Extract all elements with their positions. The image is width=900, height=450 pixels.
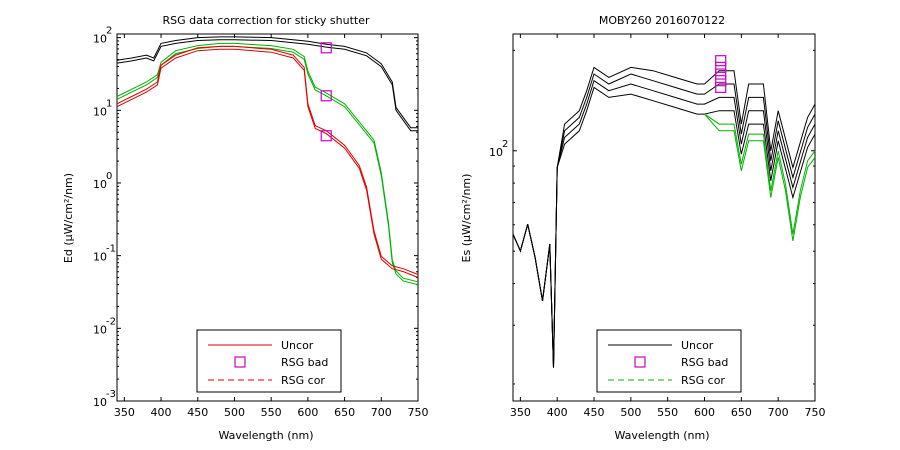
x-tick-label: 350	[510, 406, 531, 419]
series-line	[116, 45, 419, 275]
y-tick-label: 10	[93, 33, 107, 46]
rsg-bad-marker	[715, 81, 727, 93]
x-tick-label: 550	[657, 406, 678, 419]
chart-left: RSG data correction for sticky shutter W…	[62, 14, 429, 442]
legend-label-uncor: Uncor	[281, 339, 314, 352]
x-tick-label: 500	[224, 406, 245, 419]
axis-ticks: 350 400 450 500 550 600 650 700 750 102	[489, 34, 826, 419]
chart-right: MOBY260 2016070122 Wavelength (nm) Es (µ…	[460, 14, 826, 442]
x-tick-label: 500	[620, 406, 641, 419]
marker-layer	[320, 42, 332, 142]
x-tick-label: 700	[371, 406, 392, 419]
y-tick-exponent: 0	[106, 171, 112, 182]
axis-ticks: 350 400 450 500 550 600 650 700 75010210110010-1…	[93, 26, 429, 419]
x-tick-label: 600	[297, 406, 318, 419]
y-tick-exponent: -1	[106, 244, 116, 255]
series-layer	[512, 66, 816, 368]
legend-box	[196, 329, 342, 393]
rsg-bad-marker	[715, 75, 727, 87]
legend-swatch-rsg-bad	[634, 356, 646, 368]
y-tick-label: 10	[93, 251, 107, 264]
chart-title: RSG data correction for sticky shutter	[162, 14, 370, 27]
x-tick-label: 400	[151, 406, 172, 419]
x-axis-label: Wavelength (nm)	[614, 429, 709, 442]
rsg-bad-marker	[320, 42, 332, 54]
legend-label-rsg-bad: RSG bad	[681, 356, 728, 369]
y-axis-label: Ed (µW/cm²/nm)	[62, 173, 75, 263]
x-tick-label: 350	[114, 406, 135, 419]
legend-label-rsg-bad: RSG bad	[281, 356, 328, 369]
y-tick-exponent: 1	[106, 98, 112, 109]
y-tick-exponent: -3	[106, 389, 116, 400]
series-line	[116, 48, 419, 278]
series-line	[116, 39, 418, 132]
legend-label-rsg-cor: RSG cor	[281, 374, 325, 387]
series-line	[116, 42, 419, 283]
series-line	[512, 79, 816, 368]
series-line	[116, 36, 418, 129]
rsg-bad-marker	[320, 130, 332, 142]
y-tick-label: 10	[93, 323, 107, 336]
rsg-bad-marker	[715, 68, 727, 80]
x-tick-label: 750	[805, 406, 826, 419]
x-tick-label: 650	[334, 406, 355, 419]
legend-label-uncor: Uncor	[681, 339, 714, 352]
x-tick-label: 550	[261, 406, 282, 419]
x-tick-label: 400	[547, 406, 568, 419]
series-line	[512, 66, 816, 368]
rsg-bad-marker	[715, 55, 727, 67]
x-tick-label: 750	[408, 406, 429, 419]
series-line	[512, 73, 816, 368]
marker-layer	[715, 55, 727, 93]
series-line	[704, 113, 816, 235]
chart-title: MOBY260 2016070122	[599, 14, 725, 27]
x-tick-label: 600	[694, 406, 715, 419]
rsg-bad-marker	[715, 61, 727, 73]
y-axis-label: Es (µW/cm²/nm)	[460, 174, 473, 263]
y-tick-exponent: 2	[106, 26, 112, 37]
y-tick-exponent: 2	[502, 139, 508, 150]
legend-swatch-rsg-bad	[234, 356, 246, 368]
y-tick-label: 10	[93, 178, 107, 191]
y-tick-exponent: -2	[106, 316, 116, 327]
y-tick-label: 10	[93, 396, 107, 409]
legend: Uncor RSG bad RSG cor	[596, 329, 742, 393]
legend: Uncor RSG bad RSG cor	[196, 329, 342, 393]
series-line	[116, 45, 419, 286]
y-tick-label: 10	[93, 105, 107, 118]
x-tick-label: 700	[768, 406, 789, 419]
series-line	[704, 113, 816, 241]
y-tick-label: 10	[489, 146, 503, 159]
legend-box	[596, 329, 742, 393]
x-tick-label: 450	[187, 406, 208, 419]
rsg-bad-marker	[320, 90, 332, 102]
x-tick-label: 650	[731, 406, 752, 419]
x-axis-label: Wavelength (nm)	[218, 429, 313, 442]
plot-frame	[512, 33, 816, 402]
x-tick-label: 450	[584, 406, 605, 419]
legend-label-rsg-cor: RSG cor	[681, 374, 725, 387]
series-layer	[116, 36, 419, 286]
plot-frame	[116, 33, 419, 402]
series-line	[512, 86, 816, 368]
